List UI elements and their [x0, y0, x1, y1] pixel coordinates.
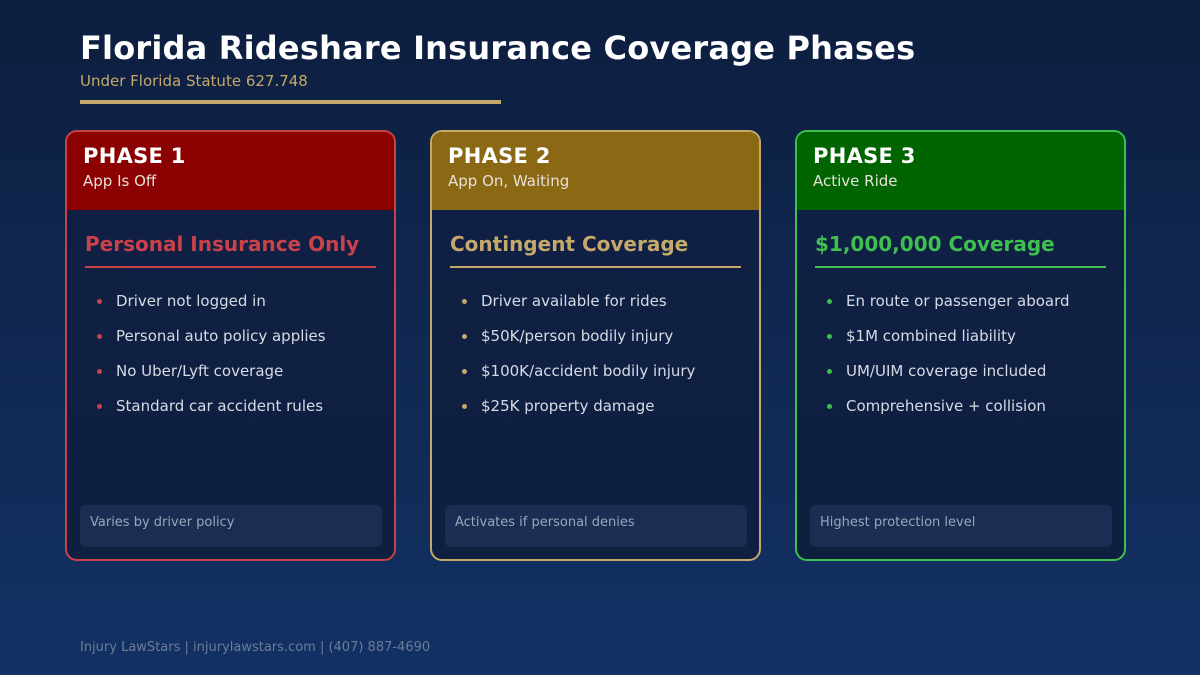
phase-status: App Is Off: [83, 172, 157, 190]
phase-note: Varies by driver policy: [80, 505, 382, 547]
list-item: Standard car accident rules: [97, 389, 326, 424]
bullet-icon: [462, 299, 467, 304]
phase-card-2: PHASE 2 App On, Waiting Contingent Cover…: [430, 130, 761, 561]
bullet-icon: [97, 404, 102, 409]
coverage-divider: [450, 266, 741, 268]
title-underline: [80, 100, 501, 104]
list-item: En route or passenger aboard: [827, 284, 1070, 319]
list-item: $25K property damage: [462, 389, 695, 424]
coverage-list: En route or passenger aboard $1M combine…: [827, 284, 1070, 424]
list-item: Driver available for rides: [462, 284, 695, 319]
list-item: UM/UIM coverage included: [827, 354, 1070, 389]
phase-label: PHASE 2: [448, 144, 551, 168]
phase-label: PHASE 3: [813, 144, 916, 168]
bullet-icon: [97, 334, 102, 339]
phase-note: Highest protection level: [810, 505, 1112, 547]
phase-header-1: PHASE 1 App Is Off: [67, 132, 394, 210]
phase-header-3: PHASE 3 Active Ride: [797, 132, 1124, 210]
bullet-icon: [462, 404, 467, 409]
bullet-icon: [462, 369, 467, 374]
list-item: $1M combined liability: [827, 319, 1070, 354]
list-item: Driver not logged in: [97, 284, 326, 319]
phase-card-1: PHASE 1 App Is Off Personal Insurance On…: [65, 130, 396, 561]
phase-note: Activates if personal denies: [445, 505, 747, 547]
phase-status: Active Ride: [813, 172, 898, 190]
coverage-divider: [815, 266, 1106, 268]
bullet-icon: [827, 299, 832, 304]
list-item: Comprehensive + collision: [827, 389, 1070, 424]
list-item: Personal auto policy applies: [97, 319, 326, 354]
bullet-icon: [97, 369, 102, 374]
list-item: No Uber/Lyft coverage: [97, 354, 326, 389]
coverage-divider: [85, 266, 376, 268]
coverage-list: Driver available for rides $50K/person b…: [462, 284, 695, 424]
bullet-icon: [827, 404, 832, 409]
page-subtitle: Under Florida Statute 627.748: [80, 72, 308, 90]
coverage-list: Driver not logged in Personal auto polic…: [97, 284, 326, 424]
bullet-icon: [827, 369, 832, 374]
footer-contact: Injury LawStars | injurylawstars.com | (…: [80, 640, 431, 655]
bullet-icon: [462, 334, 467, 339]
phase-card-3: PHASE 3 Active Ride $1,000,000 Coverage …: [795, 130, 1126, 561]
list-item: $100K/accident bodily injury: [462, 354, 695, 389]
phase-label: PHASE 1: [83, 144, 186, 168]
list-item: $50K/person bodily injury: [462, 319, 695, 354]
phase-status: App On, Waiting: [448, 172, 570, 190]
coverage-title: Contingent Coverage: [450, 232, 689, 256]
phase-header-2: PHASE 2 App On, Waiting: [432, 132, 759, 210]
page-title: Florida Rideshare Insurance Coverage Pha…: [80, 29, 916, 67]
coverage-title: $1,000,000 Coverage: [815, 232, 1055, 256]
coverage-title: Personal Insurance Only: [85, 232, 360, 256]
bullet-icon: [827, 334, 832, 339]
bullet-icon: [97, 299, 102, 304]
